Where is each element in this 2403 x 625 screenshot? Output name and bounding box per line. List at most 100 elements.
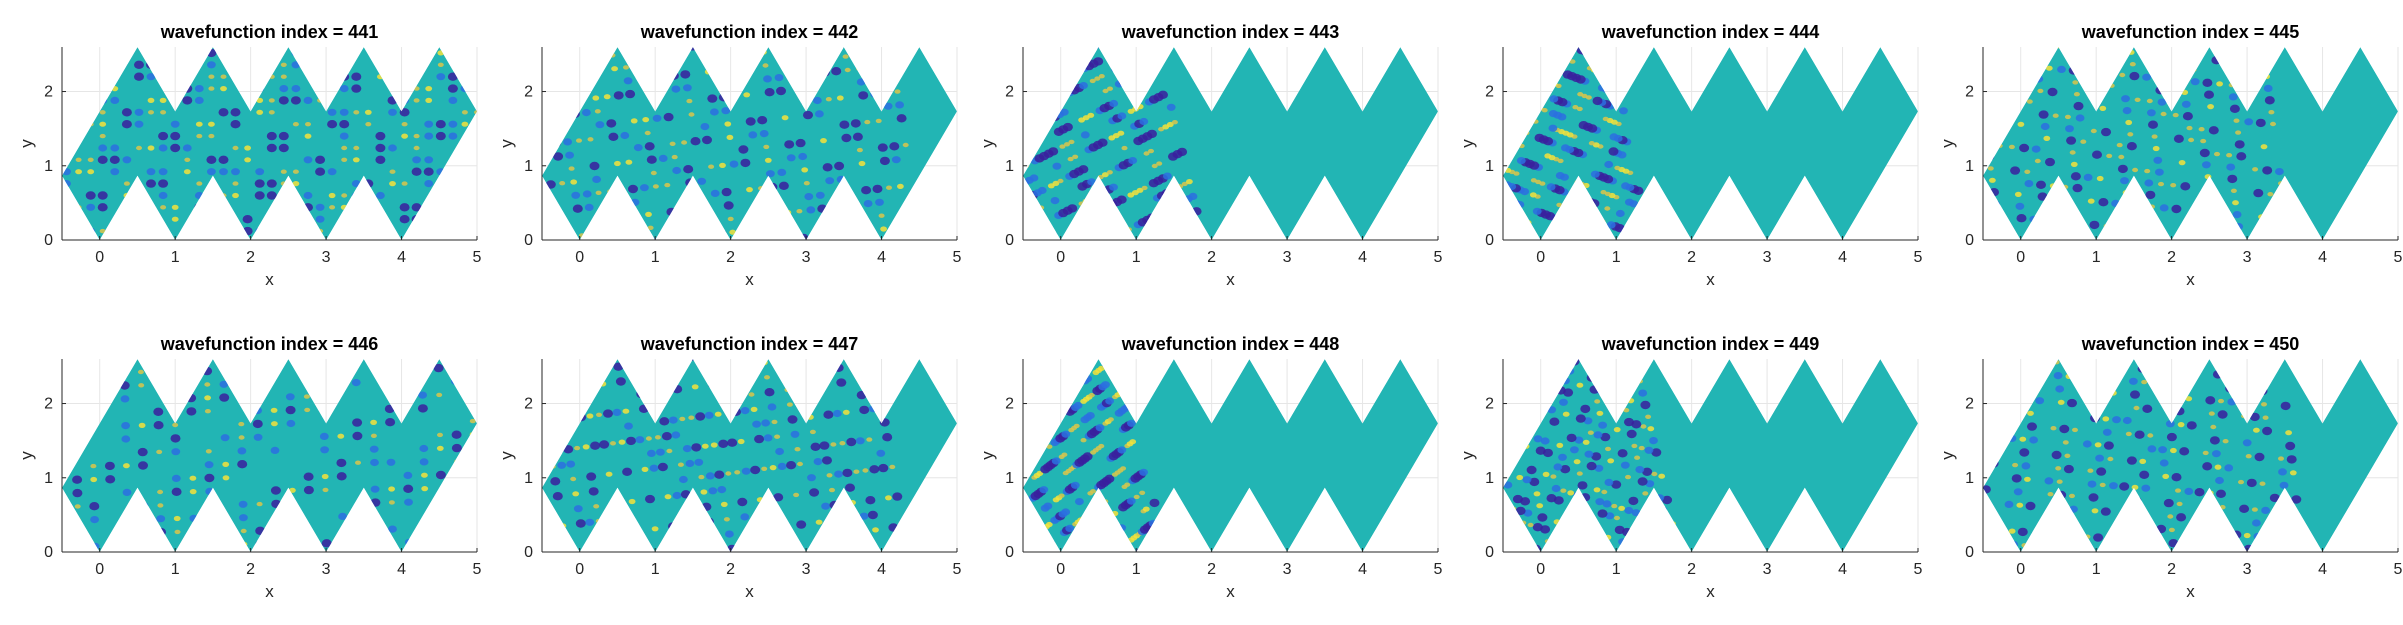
field-blob <box>2225 372 2233 378</box>
field-blob <box>2144 168 2151 174</box>
field-blob <box>2200 138 2207 144</box>
field-blob <box>2096 175 2104 182</box>
x-tick-label: 1 <box>2092 249 2101 266</box>
field-blob <box>1158 90 1168 100</box>
field-blob <box>138 383 145 388</box>
field-blob <box>1669 521 1676 527</box>
field-blob <box>1043 385 1053 393</box>
field-blob <box>761 466 768 471</box>
field-blob <box>865 496 876 505</box>
field-blob <box>433 351 443 359</box>
field-blob <box>683 234 691 240</box>
field-blob <box>2235 545 2241 551</box>
field-blob <box>858 91 869 100</box>
field-blob <box>2042 228 2053 237</box>
field-blob <box>1986 82 1997 91</box>
field-blob <box>677 206 688 215</box>
field-blob <box>2037 192 2048 201</box>
field-blob <box>2080 139 2087 144</box>
field-blob <box>153 381 163 389</box>
field-blob <box>1151 163 1158 169</box>
field-blob <box>1637 232 1646 240</box>
field-blob <box>2176 64 2187 73</box>
field-blob <box>1124 482 1131 487</box>
field-blob <box>2115 234 2126 240</box>
field-blob <box>448 132 458 140</box>
field-blob <box>237 460 248 469</box>
field-blob <box>1533 435 1543 443</box>
field-blob <box>548 113 556 119</box>
field-blob <box>74 227 83 235</box>
field-blob <box>575 519 586 528</box>
field-blob <box>157 489 164 495</box>
field-blob <box>1064 142 1070 147</box>
field-blob <box>760 525 771 534</box>
field-blob <box>612 408 622 416</box>
field-blob <box>1505 427 1513 433</box>
field-blob <box>1588 141 1595 146</box>
field-blob <box>1105 397 1114 405</box>
field-blob <box>1994 47 2005 57</box>
field-blob <box>1518 143 1525 149</box>
field-blob <box>339 72 350 81</box>
field-blob <box>449 157 457 163</box>
field-blob <box>630 118 638 124</box>
field-blob <box>370 458 379 467</box>
field-blob <box>1644 502 1652 508</box>
field-blob <box>1569 59 1576 64</box>
field-blob <box>1085 47 1095 53</box>
field-blob <box>1067 204 1078 213</box>
field-blob <box>751 226 760 234</box>
y-axis-label: y <box>978 451 997 460</box>
field-blob <box>1015 151 1021 155</box>
field-blob <box>1518 430 1529 439</box>
field-blob <box>1511 245 1517 249</box>
field-blob <box>1495 380 1502 385</box>
field-blob <box>411 167 422 176</box>
field-blob <box>859 512 869 520</box>
field-blob <box>796 359 804 361</box>
field-blob <box>1576 47 1587 55</box>
field-blob <box>451 377 460 385</box>
field-blob <box>2144 179 2154 187</box>
field-blob <box>232 181 239 186</box>
field-blob <box>238 421 245 427</box>
field-blob <box>781 115 789 121</box>
field-blob <box>697 177 707 185</box>
field-blob <box>328 50 336 56</box>
field-blob <box>613 350 619 354</box>
field-blob <box>1544 153 1552 159</box>
field-blob <box>786 154 796 162</box>
field-blob <box>1995 408 2002 413</box>
field-blob <box>2013 488 2023 496</box>
field-blob <box>222 475 230 481</box>
field-blob <box>1983 445 1986 453</box>
field-blob <box>2276 547 2286 552</box>
field-blob <box>1095 424 1105 432</box>
field-blob <box>141 529 148 535</box>
field-blob <box>1090 47 1099 51</box>
field-blob <box>268 228 275 234</box>
field-blob <box>1576 471 1583 476</box>
field-blob <box>2159 459 2169 467</box>
field-blob <box>829 487 835 493</box>
field-blob <box>2070 172 2081 181</box>
field-blob <box>595 121 605 129</box>
field-blob <box>1658 473 1666 479</box>
field-blob <box>1559 366 1566 372</box>
field-blob <box>318 405 329 414</box>
field-blob <box>2186 421 2197 430</box>
field-blob <box>1562 359 1572 363</box>
field-blob <box>2267 192 2274 197</box>
field-blob <box>307 554 314 559</box>
field-blob <box>1051 379 1061 387</box>
field-blob <box>2233 118 2240 123</box>
field-blob <box>882 433 893 442</box>
field-blob <box>1143 151 1150 156</box>
x-tick-label: 4 <box>1838 561 1847 578</box>
x-tick-label: 0 <box>1056 561 1065 578</box>
field-blob <box>1553 519 1561 525</box>
field-blob <box>208 86 215 91</box>
field-blob <box>1584 507 1591 512</box>
